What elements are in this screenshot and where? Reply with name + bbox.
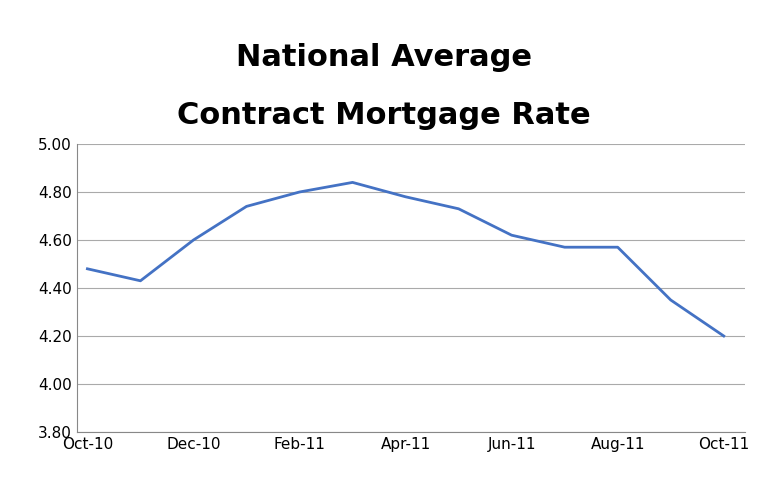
Text: Contract Mortgage Rate: Contract Mortgage Rate	[177, 101, 591, 130]
Text: National Average: National Average	[236, 43, 532, 72]
